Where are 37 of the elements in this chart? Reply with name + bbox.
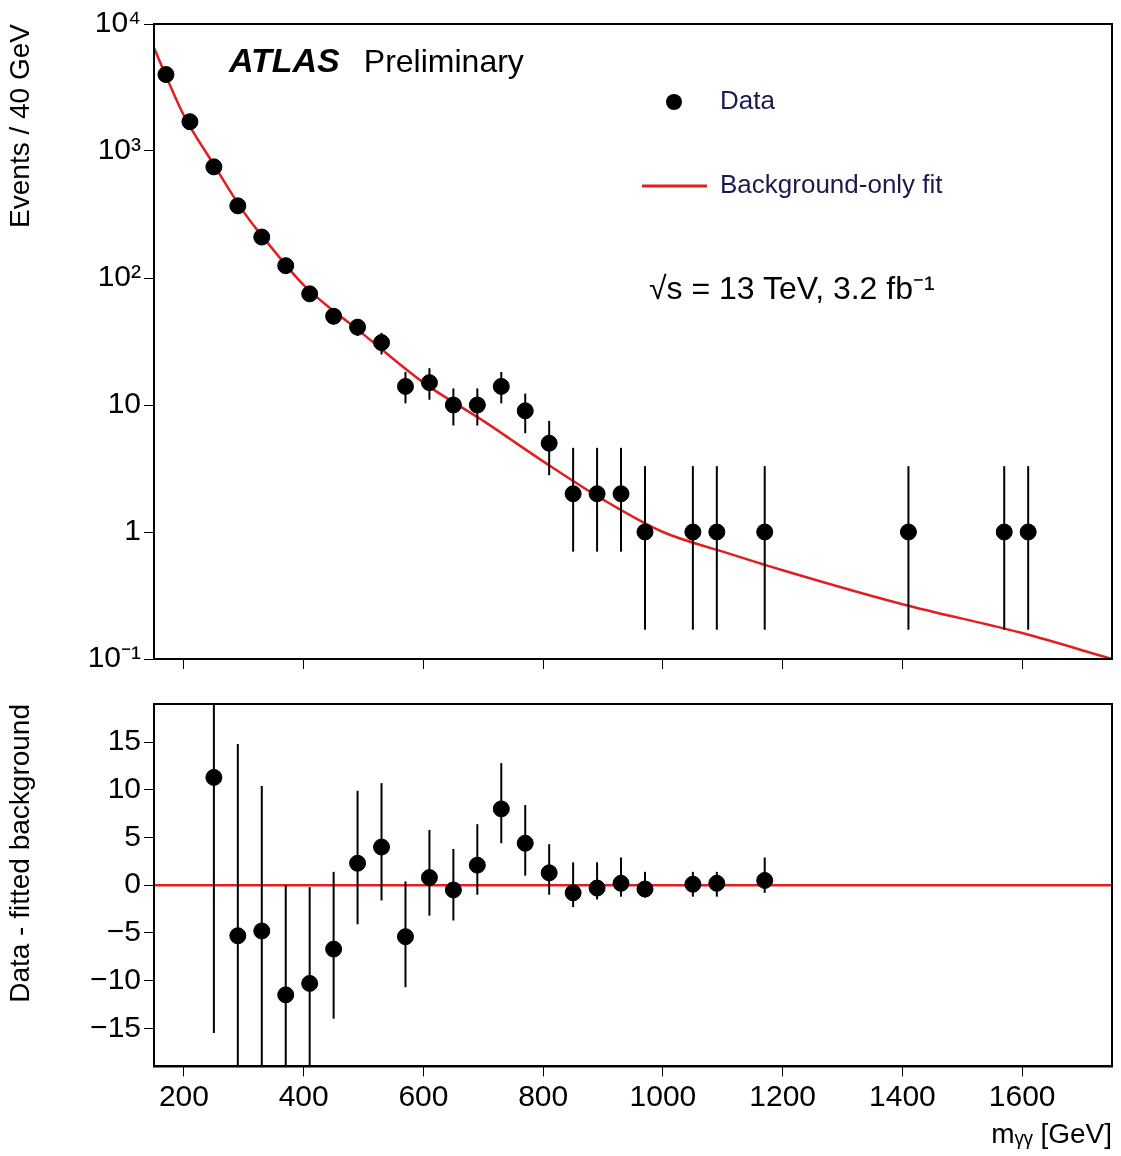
y-tick-label: −15 (90, 1009, 141, 1043)
y-tick-label: 15 (107, 723, 141, 757)
annotation: ATLAS (228, 41, 341, 79)
y-tick-label: 10³ (97, 132, 142, 166)
x-tick-label: 400 (278, 1078, 329, 1112)
y-tick-label: 10⁻¹ (87, 640, 142, 674)
point (181, 113, 199, 131)
y-tick-label: 0 (124, 866, 141, 900)
x-tick-label: 600 (398, 1078, 449, 1112)
x-tick-label: 1000 (629, 1078, 697, 1112)
x-tick-label: 200 (158, 1078, 209, 1112)
y-axis-title: Data - fitted background (3, 704, 35, 1003)
y-tick-label: 10² (97, 259, 142, 293)
point (157, 66, 175, 84)
point (205, 158, 223, 176)
y-tick-label: −5 (106, 914, 141, 948)
y-tick-label: 5 (124, 818, 141, 852)
point (229, 197, 247, 215)
x-tick-label: 1400 (869, 1078, 936, 1112)
y-tick-label: 1 (124, 513, 141, 547)
annotation: Preliminary (363, 43, 524, 79)
point (301, 285, 319, 303)
y-tick-label: 10⁴ (94, 5, 141, 39)
y-axis-title: Events / 40 GeV (3, 23, 35, 228)
x-tick-label: 1600 (988, 1078, 1056, 1112)
point (253, 228, 271, 246)
y-tick-label: 10 (107, 386, 141, 420)
y-tick-label: −10 (90, 961, 141, 995)
x-tick-label: 800 (518, 1078, 569, 1112)
legend-label: Data (720, 85, 776, 116)
line-series (154, 46, 1112, 659)
point (277, 257, 295, 275)
y-tick-label: 10 (107, 771, 141, 805)
x-axis-title: mᵧᵧ [GeV] (991, 1117, 1112, 1149)
annotation: √s = 13 TeV, 3.2 fb⁻¹ (649, 270, 935, 306)
legend-label: Background-only fit (720, 169, 944, 200)
x-tick-label: 1200 (749, 1078, 817, 1112)
